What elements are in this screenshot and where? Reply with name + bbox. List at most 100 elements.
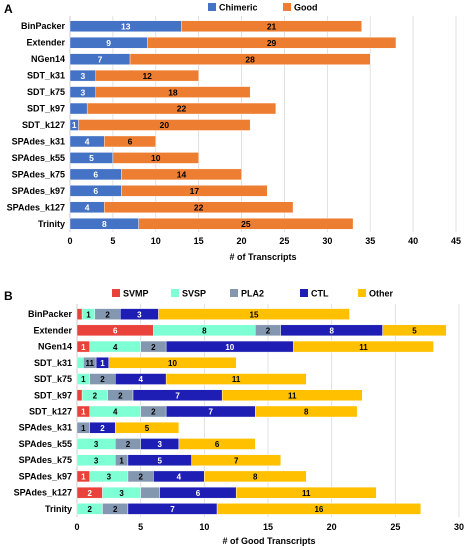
- bar-segment: [129, 53, 371, 65]
- data-label: 18: [168, 87, 178, 97]
- category-label: SDT_k127: [22, 120, 65, 130]
- x-tick-label: 30: [322, 236, 332, 246]
- data-label: 15: [250, 310, 259, 319]
- x-tick-label: 10: [199, 522, 209, 532]
- data-label: 6: [128, 137, 133, 147]
- data-label: 4: [113, 343, 118, 352]
- bar-segment: [293, 340, 434, 353]
- bar-segment: [104, 201, 294, 214]
- data-label: 1: [81, 343, 86, 352]
- panel-b-x-axis-label: # of Good Transcripts: [222, 536, 315, 546]
- data-label: 6: [93, 186, 98, 196]
- category-label: SDT_k31: [27, 71, 65, 81]
- data-label: 11: [232, 375, 241, 384]
- data-label: 5: [145, 424, 150, 433]
- category-label: SDT_k127: [29, 407, 72, 417]
- x-tick-label: 40: [408, 236, 418, 246]
- data-label: 11: [85, 359, 94, 368]
- x-tick-label: 0: [74, 522, 79, 532]
- legend-swatch: [358, 289, 366, 297]
- data-label: 1: [72, 120, 77, 130]
- data-label: 3: [94, 440, 99, 449]
- panel-a-x-tick-labels: 0 5 10 15 20 25 30 35 40 45: [67, 236, 461, 246]
- bar-segment: [146, 36, 397, 49]
- data-label: 2: [88, 489, 93, 498]
- bar-segment: [121, 168, 242, 181]
- category-label: SPAdes_k55: [12, 153, 65, 163]
- bar-segment: [255, 405, 358, 418]
- data-label: 8: [102, 219, 107, 229]
- data-label: 16: [314, 505, 323, 514]
- category-label: SPAdes_k97: [19, 471, 72, 481]
- legend-label: Good: [294, 3, 318, 13]
- legend-swatch: [171, 289, 179, 297]
- category-label: Extender: [33, 325, 72, 335]
- category-label: SDT_k97: [27, 104, 65, 114]
- data-label: 4: [85, 203, 90, 213]
- x-tick-label: 10: [151, 236, 161, 246]
- legend-label: CTL: [311, 289, 329, 299]
- bar-segment: [235, 486, 377, 499]
- panel-a-legend: Chimeric Good: [208, 3, 318, 13]
- data-label: 8: [304, 408, 309, 417]
- data-label: 4: [113, 408, 118, 417]
- data-label: 7: [208, 408, 213, 417]
- data-label: 2: [118, 391, 123, 400]
- data-label: 7: [98, 54, 103, 64]
- bar-segment: [76, 308, 83, 320]
- data-label: 10: [168, 359, 177, 368]
- data-label: 8: [253, 473, 258, 482]
- data-label: 1: [81, 375, 86, 384]
- category-label: BinPacker: [28, 309, 73, 319]
- data-label: 1: [100, 359, 105, 368]
- category-label: NGen14: [38, 342, 72, 352]
- data-label: 5: [89, 153, 94, 163]
- legend-label: Chimeric: [219, 3, 258, 13]
- data-label: 3: [80, 71, 85, 81]
- category-label: SDT_k75: [27, 87, 65, 97]
- data-label: 6: [196, 489, 201, 498]
- panel-b: B SVMP SVSP PLA2 CTL Other 1 2 3 156 8 2 8 51 4 2 10 11…: [4, 289, 464, 547]
- data-label: 7: [234, 456, 239, 465]
- legend-swatch: [230, 289, 238, 297]
- data-label: 2: [100, 375, 105, 384]
- category-label: SDT_k31: [34, 358, 72, 368]
- data-label: 3: [80, 87, 85, 97]
- panel-b-legend: SVMP SVSP PLA2 CTL Other: [112, 289, 394, 299]
- bar-segment: [114, 422, 180, 434]
- bar-segment: [191, 454, 281, 466]
- panel-a-category-labels: BinPacker Extender NGen14 SDT_k31 SDT_k75 SDT…: [7, 21, 66, 229]
- legend-swatch: [208, 3, 216, 11]
- category-label: NGen14: [31, 54, 65, 64]
- x-tick-label: 15: [263, 522, 273, 532]
- data-label: 10: [225, 343, 234, 352]
- data-label: 2: [266, 327, 271, 336]
- data-label: 11: [302, 489, 311, 498]
- data-label: 22: [177, 104, 187, 114]
- bar-segment: [95, 69, 199, 82]
- data-label: 1: [86, 310, 91, 319]
- panel-b-category-labels: BinPacker Extender NGen14 SDT_k31 SDT_k75 SDT…: [14, 309, 73, 514]
- x-tick-label: 15: [194, 236, 204, 246]
- x-tick-label: 20: [237, 236, 247, 246]
- legend-swatch: [112, 289, 120, 297]
- data-label: 3: [119, 489, 124, 498]
- data-label: 17: [190, 186, 200, 196]
- data-label: 3: [94, 456, 99, 465]
- data-label: 1: [119, 456, 124, 465]
- data-label: 5: [158, 456, 163, 465]
- bar-segment: [112, 152, 199, 164]
- bar-segment: [178, 438, 256, 450]
- legend-label: Other: [369, 289, 394, 299]
- x-tick-label: 45: [451, 236, 461, 246]
- data-label: 8: [202, 327, 207, 336]
- data-label: 8: [329, 327, 334, 336]
- data-label: 1: [81, 424, 86, 433]
- x-tick-label: 5: [138, 522, 143, 532]
- x-tick-label: 25: [279, 236, 289, 246]
- data-label: 5: [412, 327, 417, 336]
